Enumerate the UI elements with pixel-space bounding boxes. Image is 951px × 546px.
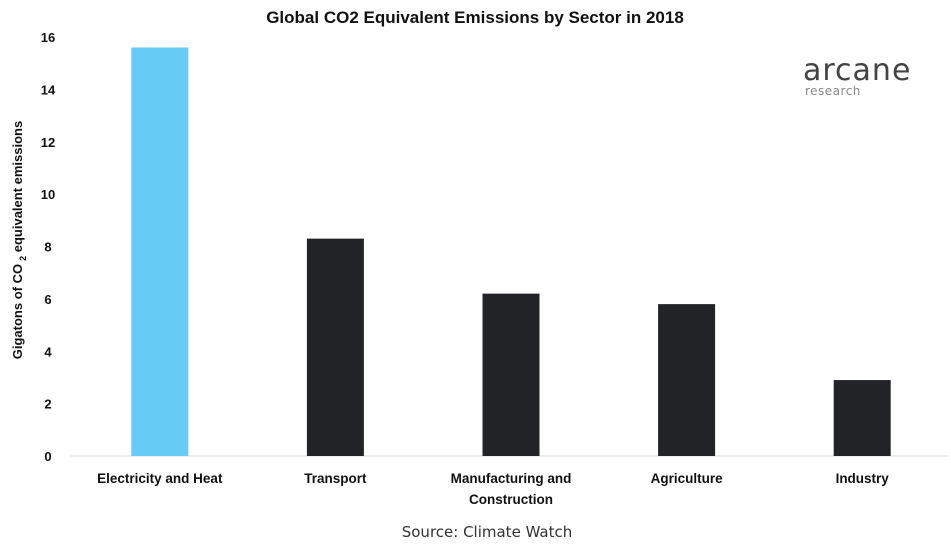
y-tick-label: 6 (44, 292, 51, 307)
x-category-label: Transport (304, 471, 367, 486)
logo-subtitle: research (805, 84, 861, 98)
bar (306, 238, 364, 456)
chart-title: Global CO2 Equivalent Emissions by Secto… (266, 8, 684, 27)
bar (131, 47, 189, 456)
x-category-label: Industry (836, 471, 890, 486)
arcane-logo: arcane research (803, 53, 911, 98)
bar (833, 380, 891, 456)
bar (482, 293, 540, 456)
x-category-label: Manufacturing and (451, 471, 572, 486)
y-tick-label: 16 (41, 30, 55, 45)
y-axis-label: Gigatons of CO 2 equivalent emissions (10, 121, 28, 359)
logo-name: arcane (803, 53, 911, 88)
category-labels: Electricity and Heat Transport Manufacturi… (97, 471, 889, 507)
y-tick-label: 12 (41, 135, 55, 150)
y-tick-label: 4 (44, 344, 52, 359)
y-tick-label: 2 (44, 397, 51, 412)
y-axis-label-subscript: 2 (18, 256, 28, 261)
y-tick-label: 14 (41, 82, 56, 97)
y-axis-label-part-1: Gigatons of CO (10, 264, 25, 359)
x-category-label: Construction (469, 492, 553, 507)
y-axis-label-part-2: equivalent emissions (10, 121, 25, 256)
source-note: Source: Climate Watch (402, 523, 573, 541)
y-tick-label: 0 (44, 449, 51, 464)
y-tick-label: 10 (41, 187, 55, 202)
x-category-label: Agriculture (651, 471, 724, 486)
y-tick-label: 8 (44, 240, 51, 255)
bars (131, 47, 891, 456)
bar (658, 304, 716, 456)
x-category-label: Electricity and Heat (97, 471, 223, 486)
y-axis-ticks: 0 2 4 6 8 10 12 14 16 (41, 30, 56, 464)
